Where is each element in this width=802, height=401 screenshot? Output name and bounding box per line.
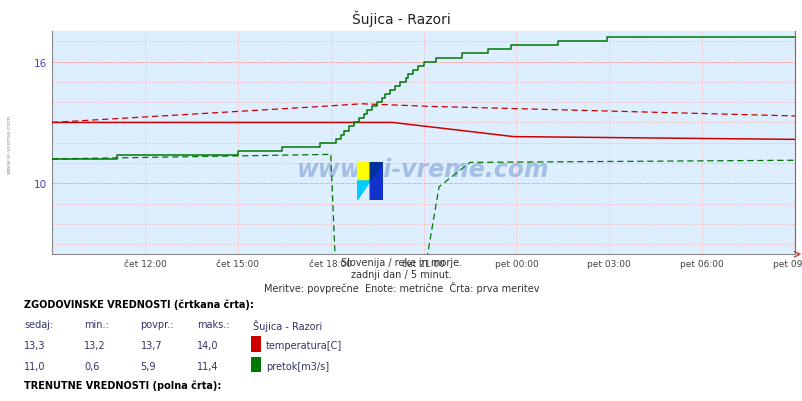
Text: 11,0: 11,0: [24, 361, 46, 371]
Bar: [357, 162, 370, 181]
Text: min.:: min.:: [84, 400, 109, 401]
Text: Šujica - Razori: Šujica - Razori: [352, 10, 450, 26]
Text: Šujica - Razori: Šujica - Razori: [253, 400, 322, 401]
Text: ZGODOVINSKE VREDNOSTI (črtkana črta):: ZGODOVINSKE VREDNOSTI (črtkana črta):: [24, 299, 253, 309]
Text: 13,7: 13,7: [140, 340, 162, 350]
Text: 0,6: 0,6: [84, 361, 99, 371]
Text: Slovenija / reke in morje.: Slovenija / reke in morje.: [341, 257, 461, 267]
Text: 13,3: 13,3: [24, 340, 46, 350]
Text: povpr.:: povpr.:: [140, 320, 174, 330]
Text: min.:: min.:: [84, 320, 109, 330]
Text: www.si-vreme.com: www.si-vreme.com: [6, 115, 11, 174]
Text: sedaj:: sedaj:: [24, 320, 53, 330]
Text: TRENUTNE VREDNOSTI (polna črta):: TRENUTNE VREDNOSTI (polna črta):: [24, 379, 221, 390]
Polygon shape: [357, 181, 370, 200]
Text: 13,2: 13,2: [84, 340, 106, 350]
Text: Šujica - Razori: Šujica - Razori: [253, 320, 322, 332]
Text: 14,0: 14,0: [196, 340, 218, 350]
Text: pretok[m3/s]: pretok[m3/s]: [265, 361, 329, 371]
Text: temperatura[C]: temperatura[C]: [265, 340, 342, 350]
Text: www.si-vreme.com: www.si-vreme.com: [297, 158, 549, 182]
Text: 11,4: 11,4: [196, 361, 218, 371]
Text: zadnji dan / 5 minut.: zadnji dan / 5 minut.: [350, 269, 452, 279]
Text: maks.:: maks.:: [196, 400, 229, 401]
Text: povpr.:: povpr.:: [140, 400, 174, 401]
Polygon shape: [370, 162, 383, 181]
Text: sedaj:: sedaj:: [24, 400, 53, 401]
Polygon shape: [370, 162, 383, 200]
Text: Meritve: povprečne  Enote: metrične  Črta: prva meritev: Meritve: povprečne Enote: metrične Črta:…: [263, 282, 539, 294]
Text: 5,9: 5,9: [140, 361, 156, 371]
Text: maks.:: maks.:: [196, 320, 229, 330]
